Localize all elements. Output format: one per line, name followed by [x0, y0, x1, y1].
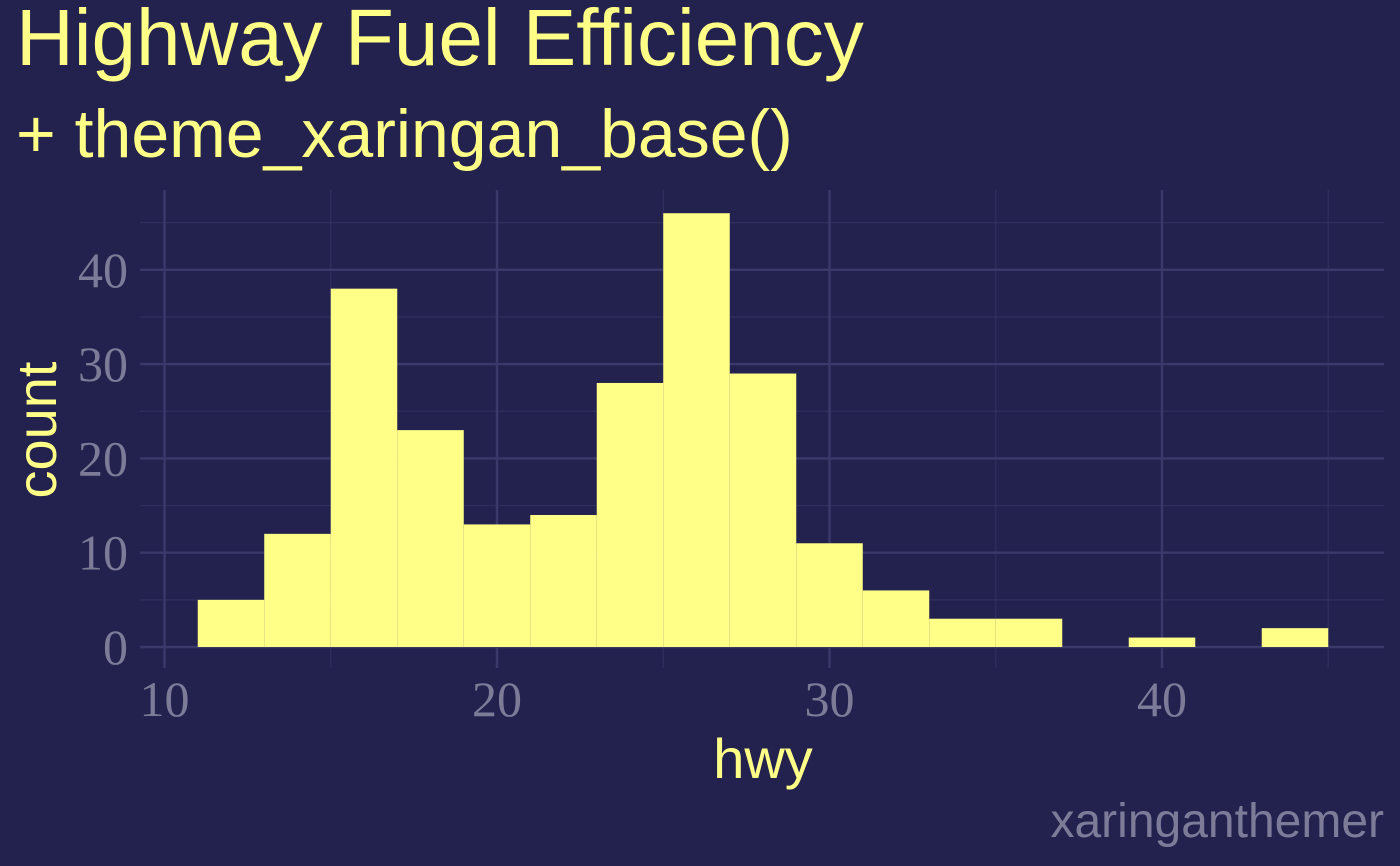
x-tick-label: 30: [805, 671, 855, 727]
histogram-bar: [463, 524, 531, 647]
x-tick-label: 20: [472, 671, 522, 727]
histogram-bar: [729, 373, 797, 647]
y-tick-label: 10: [78, 525, 128, 581]
y-tick-label: 30: [78, 336, 128, 392]
chart-caption: xaringanthemer: [1050, 795, 1384, 848]
x-axis-ticks: 10 20 30 40: [140, 671, 1188, 727]
histogram-bar: [330, 288, 398, 647]
histogram-bar: [530, 514, 597, 647]
histogram-bar: [796, 543, 863, 647]
histogram-bar: [596, 382, 664, 647]
y-tick-label: 0: [103, 619, 128, 675]
histogram-bar: [397, 430, 464, 647]
y-axis-ticks: 0 10 20 30 40: [78, 242, 128, 675]
x-axis-label: hwy: [713, 727, 813, 790]
histogram-bar: [197, 599, 265, 647]
x-tick-label: 40: [1137, 671, 1187, 727]
histogram-bar: [1128, 637, 1196, 647]
histogram-bar: [264, 533, 331, 647]
histogram-bar: [862, 590, 930, 647]
histogram-bar: [995, 618, 1063, 647]
histogram-bar: [929, 618, 996, 647]
chart-subtitle: + theme_xaringan_base(): [16, 96, 793, 172]
y-tick-label: 40: [78, 242, 128, 298]
chart-title: Highway Fuel Efficiency: [16, 0, 864, 82]
histogram-bar: [663, 213, 730, 647]
y-tick-label: 20: [78, 430, 128, 486]
histogram-bar: [1261, 628, 1329, 647]
x-tick-label: 10: [140, 671, 190, 727]
y-axis-label: count: [5, 361, 68, 498]
histogram-bars: [197, 213, 1329, 647]
